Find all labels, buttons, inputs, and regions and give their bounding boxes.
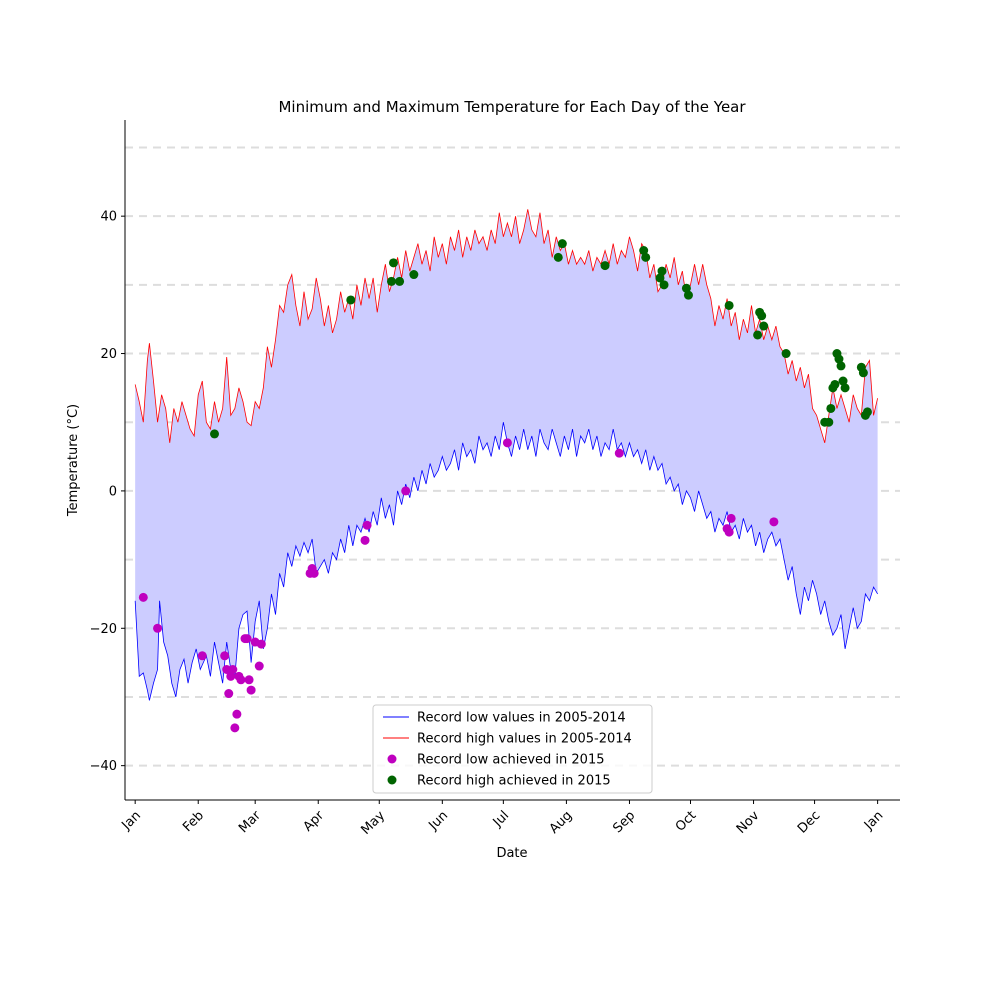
x-tick-label: Feb	[180, 808, 207, 835]
x-tick-label: Jan	[119, 808, 144, 833]
record-high-2015-point	[836, 361, 846, 371]
legend-label: Record high achieved in 2015	[417, 774, 611, 789]
record-high-2015-point	[557, 239, 567, 249]
x-tick-label: Jun	[425, 808, 451, 834]
chart-title: Minimum and Maximum Temperature for Each…	[278, 98, 746, 116]
record-low-2015-point	[246, 685, 256, 695]
record-high-2015-point	[210, 429, 220, 439]
record-low-2015-point	[362, 520, 372, 530]
y-tick-label: −40	[90, 759, 117, 774]
record-low-2015-point	[254, 661, 264, 671]
record-high-2015-point	[781, 349, 791, 359]
x-tick-label: May	[358, 808, 388, 838]
record-high-2015-point	[830, 379, 840, 389]
record-low-2015-point	[197, 651, 207, 661]
legend: Record low values in 2005-2014 Record hig…	[372, 704, 653, 794]
record-high-2015-point	[757, 311, 767, 321]
record-low-2015-point	[244, 675, 254, 685]
axes	[124, 120, 900, 801]
x-axis-label: Date	[496, 846, 527, 861]
x-tick-label: Jan	[861, 808, 886, 833]
record-high-2015-point	[838, 376, 848, 386]
record-high-2015-point	[659, 280, 669, 290]
x-tick-label: Oct	[673, 808, 700, 835]
record-low-2015-point	[724, 527, 734, 537]
record-high-2015-point	[824, 417, 834, 427]
legend-box	[372, 704, 653, 794]
record-high-2015-point	[681, 283, 691, 293]
record-low-line	[134, 422, 878, 701]
record-low-2015-point	[242, 634, 252, 644]
x-tick-label: Sep	[610, 808, 638, 836]
y-ticks: −40 −20 0 20 40	[90, 210, 125, 774]
record-low-2015-point	[726, 513, 736, 523]
record-high-2015-point	[600, 261, 610, 271]
record-high-2015-point	[395, 276, 405, 286]
record-high-2015-point	[759, 321, 769, 331]
record-high-2015-point	[639, 246, 649, 256]
y-tick-label: −20	[90, 622, 117, 637]
record-low-2015-point	[138, 592, 148, 602]
x-tick-label: Aug	[547, 808, 576, 837]
y-axis-label: Temperature (°C)	[66, 404, 81, 517]
record-low-2015-point	[309, 568, 319, 578]
y-tick-label: 20	[100, 347, 117, 362]
x-tick-label: Mar	[236, 808, 264, 836]
record-high-2015-point	[683, 290, 693, 300]
record-high-2015-point	[655, 273, 665, 283]
x-ticks: Jan Feb Mar Apr May Jun Jul Aug Sep Oct Nov Dec Jan	[119, 800, 886, 838]
record-low-2015-point	[232, 709, 242, 719]
record-low-2015-point	[360, 535, 370, 545]
scatter-points	[138, 239, 872, 733]
record-high-2015-point	[834, 354, 844, 364]
record-low-2015-point	[228, 664, 238, 674]
legend-dot-swatch	[387, 775, 397, 785]
y-tick-label: 40	[100, 210, 117, 225]
record-high-2015-point	[389, 258, 399, 268]
legend-label: Record low achieved in 2015	[417, 753, 604, 768]
x-tick-label: Jul	[490, 808, 512, 830]
record-low-2015-point	[153, 623, 163, 633]
y-tick-label: 0	[109, 484, 117, 499]
record-low-2015-point	[224, 689, 234, 699]
record-high-2015-point	[862, 407, 872, 417]
record-high-2015-point	[840, 383, 850, 393]
record-low-2015-point	[220, 651, 230, 661]
record-high-2015-point	[724, 300, 734, 310]
record-low-2015-point	[256, 639, 266, 649]
record-high-2015-point	[641, 252, 651, 262]
legend-dot-swatch	[387, 754, 397, 764]
record-high-2015-point	[409, 270, 419, 280]
record-low-2015-point	[502, 438, 512, 448]
range-fill	[135, 209, 878, 701]
record-high-2015-point	[386, 276, 396, 286]
record-high-2015-point	[657, 266, 667, 276]
series-lines	[134, 209, 879, 701]
record-low-2015-point	[230, 723, 240, 733]
record-low-2015-point	[401, 486, 411, 496]
legend-label: Record high values in 2005-2014	[417, 732, 632, 747]
x-tick-label: Dec	[795, 808, 823, 836]
x-tick-label: Nov	[734, 808, 763, 837]
legend-label: Record low values in 2005-2014	[417, 711, 626, 726]
record-high-2015-point	[346, 295, 356, 305]
record-high-2015-point	[826, 403, 836, 413]
range-fill-area	[135, 209, 878, 701]
record-low-2015-point	[226, 671, 236, 681]
record-high-2015-point	[553, 252, 563, 262]
record-high-2015-point	[858, 368, 868, 378]
record-low-2015-point	[236, 675, 246, 685]
record-low-2015-point	[769, 517, 779, 527]
x-tick-label: Apr	[301, 808, 328, 835]
record-low-2015-point	[614, 448, 624, 458]
record-high-line	[134, 209, 879, 443]
record-high-2015-point	[753, 330, 763, 340]
